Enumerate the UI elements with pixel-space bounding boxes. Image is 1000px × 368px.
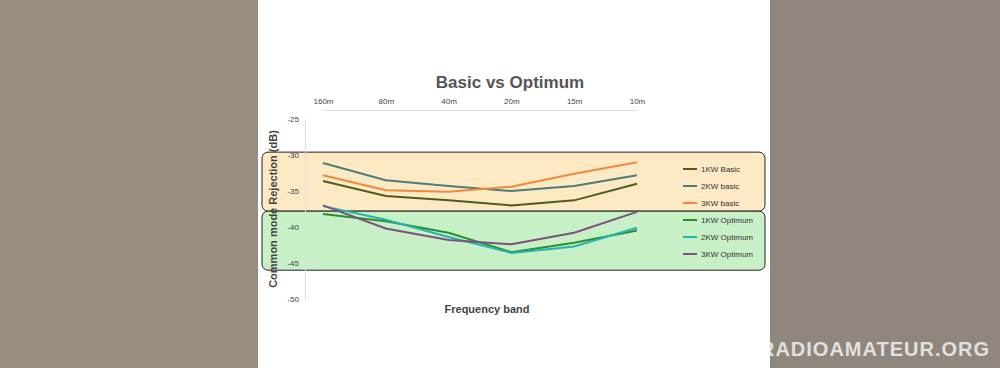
x-tick: 20m (504, 97, 520, 110)
y-axis-title: Common mode Rejection (dB) (267, 130, 279, 288)
series-line (323, 181, 637, 205)
series-line (323, 163, 637, 191)
legend: 1KW Basic 2KW basic 3KW basic 1KW Optimum 2K… (683, 165, 753, 259)
legend-swatch (683, 236, 697, 238)
legend-swatch (683, 253, 697, 255)
y-tick: -45 (287, 259, 305, 268)
x-axis-title: Frequency band (445, 303, 530, 315)
legend-label: 1KW Optimum (701, 216, 753, 225)
legend-label: 2KW Optimum (701, 233, 753, 242)
y-tick: -30 (287, 151, 305, 160)
legend-swatch (683, 219, 697, 221)
x-tick-label: 160m (313, 97, 333, 106)
x-tick-label: 40m (441, 97, 457, 106)
y-tick-label: -25 (287, 115, 299, 124)
photo-right (770, 0, 1000, 368)
x-axis-line (324, 110, 638, 111)
series-line (323, 214, 637, 252)
x-tick: 10m (630, 97, 646, 110)
y-tick: -35 (287, 187, 305, 196)
y-tick: -25 (287, 115, 305, 124)
legend-label: 1KW Basic (701, 165, 740, 174)
x-tick-label: 80m (379, 97, 395, 106)
y-tick: -40 (287, 223, 305, 232)
legend-label: 3KW Optimum (701, 250, 753, 259)
y-axis: -25 -30 -35 -40 -45 -50 (287, 115, 305, 304)
legend-swatch (683, 202, 697, 204)
y-tick-label: -50 (287, 295, 299, 304)
x-tick: 15m (567, 97, 583, 110)
legend-label: 3KW basic (701, 199, 739, 208)
y-tick-label: -35 (287, 187, 299, 196)
x-axis: 160m 80m 40m 20m 15m 10m (313, 97, 645, 111)
x-tick-label: 10m (630, 97, 646, 106)
chart: Basic vs Optimum 160m 80m 40m 20m 15m 10m -25 -3… (0, 0, 1000, 368)
y-axis-line (305, 120, 306, 300)
series-line (323, 205, 637, 244)
title: Basic vs Optimum (436, 73, 584, 92)
x-tick-label: 15m (567, 97, 583, 106)
watermark: RADIOAMATEUR.ORG (760, 338, 990, 360)
band (262, 211, 765, 270)
y-tick-label: -40 (287, 223, 299, 232)
x-tick: 80m (379, 97, 395, 110)
band (262, 152, 765, 211)
legend-label: 2KW basic (701, 182, 739, 191)
x-tick-label: 20m (504, 97, 520, 106)
y-tick-label: -30 (287, 151, 299, 160)
y-tick: -50 (287, 295, 305, 304)
series-line (323, 206, 637, 253)
lines (323, 162, 637, 253)
series-line (323, 162, 637, 192)
x-tick: 40m (441, 97, 457, 110)
bands (262, 152, 765, 270)
legend-swatch (683, 168, 697, 170)
y-tick-label: -45 (287, 259, 299, 268)
legend-swatch (683, 185, 697, 187)
x-tick: 160m (313, 97, 333, 110)
photo-left (0, 0, 258, 368)
